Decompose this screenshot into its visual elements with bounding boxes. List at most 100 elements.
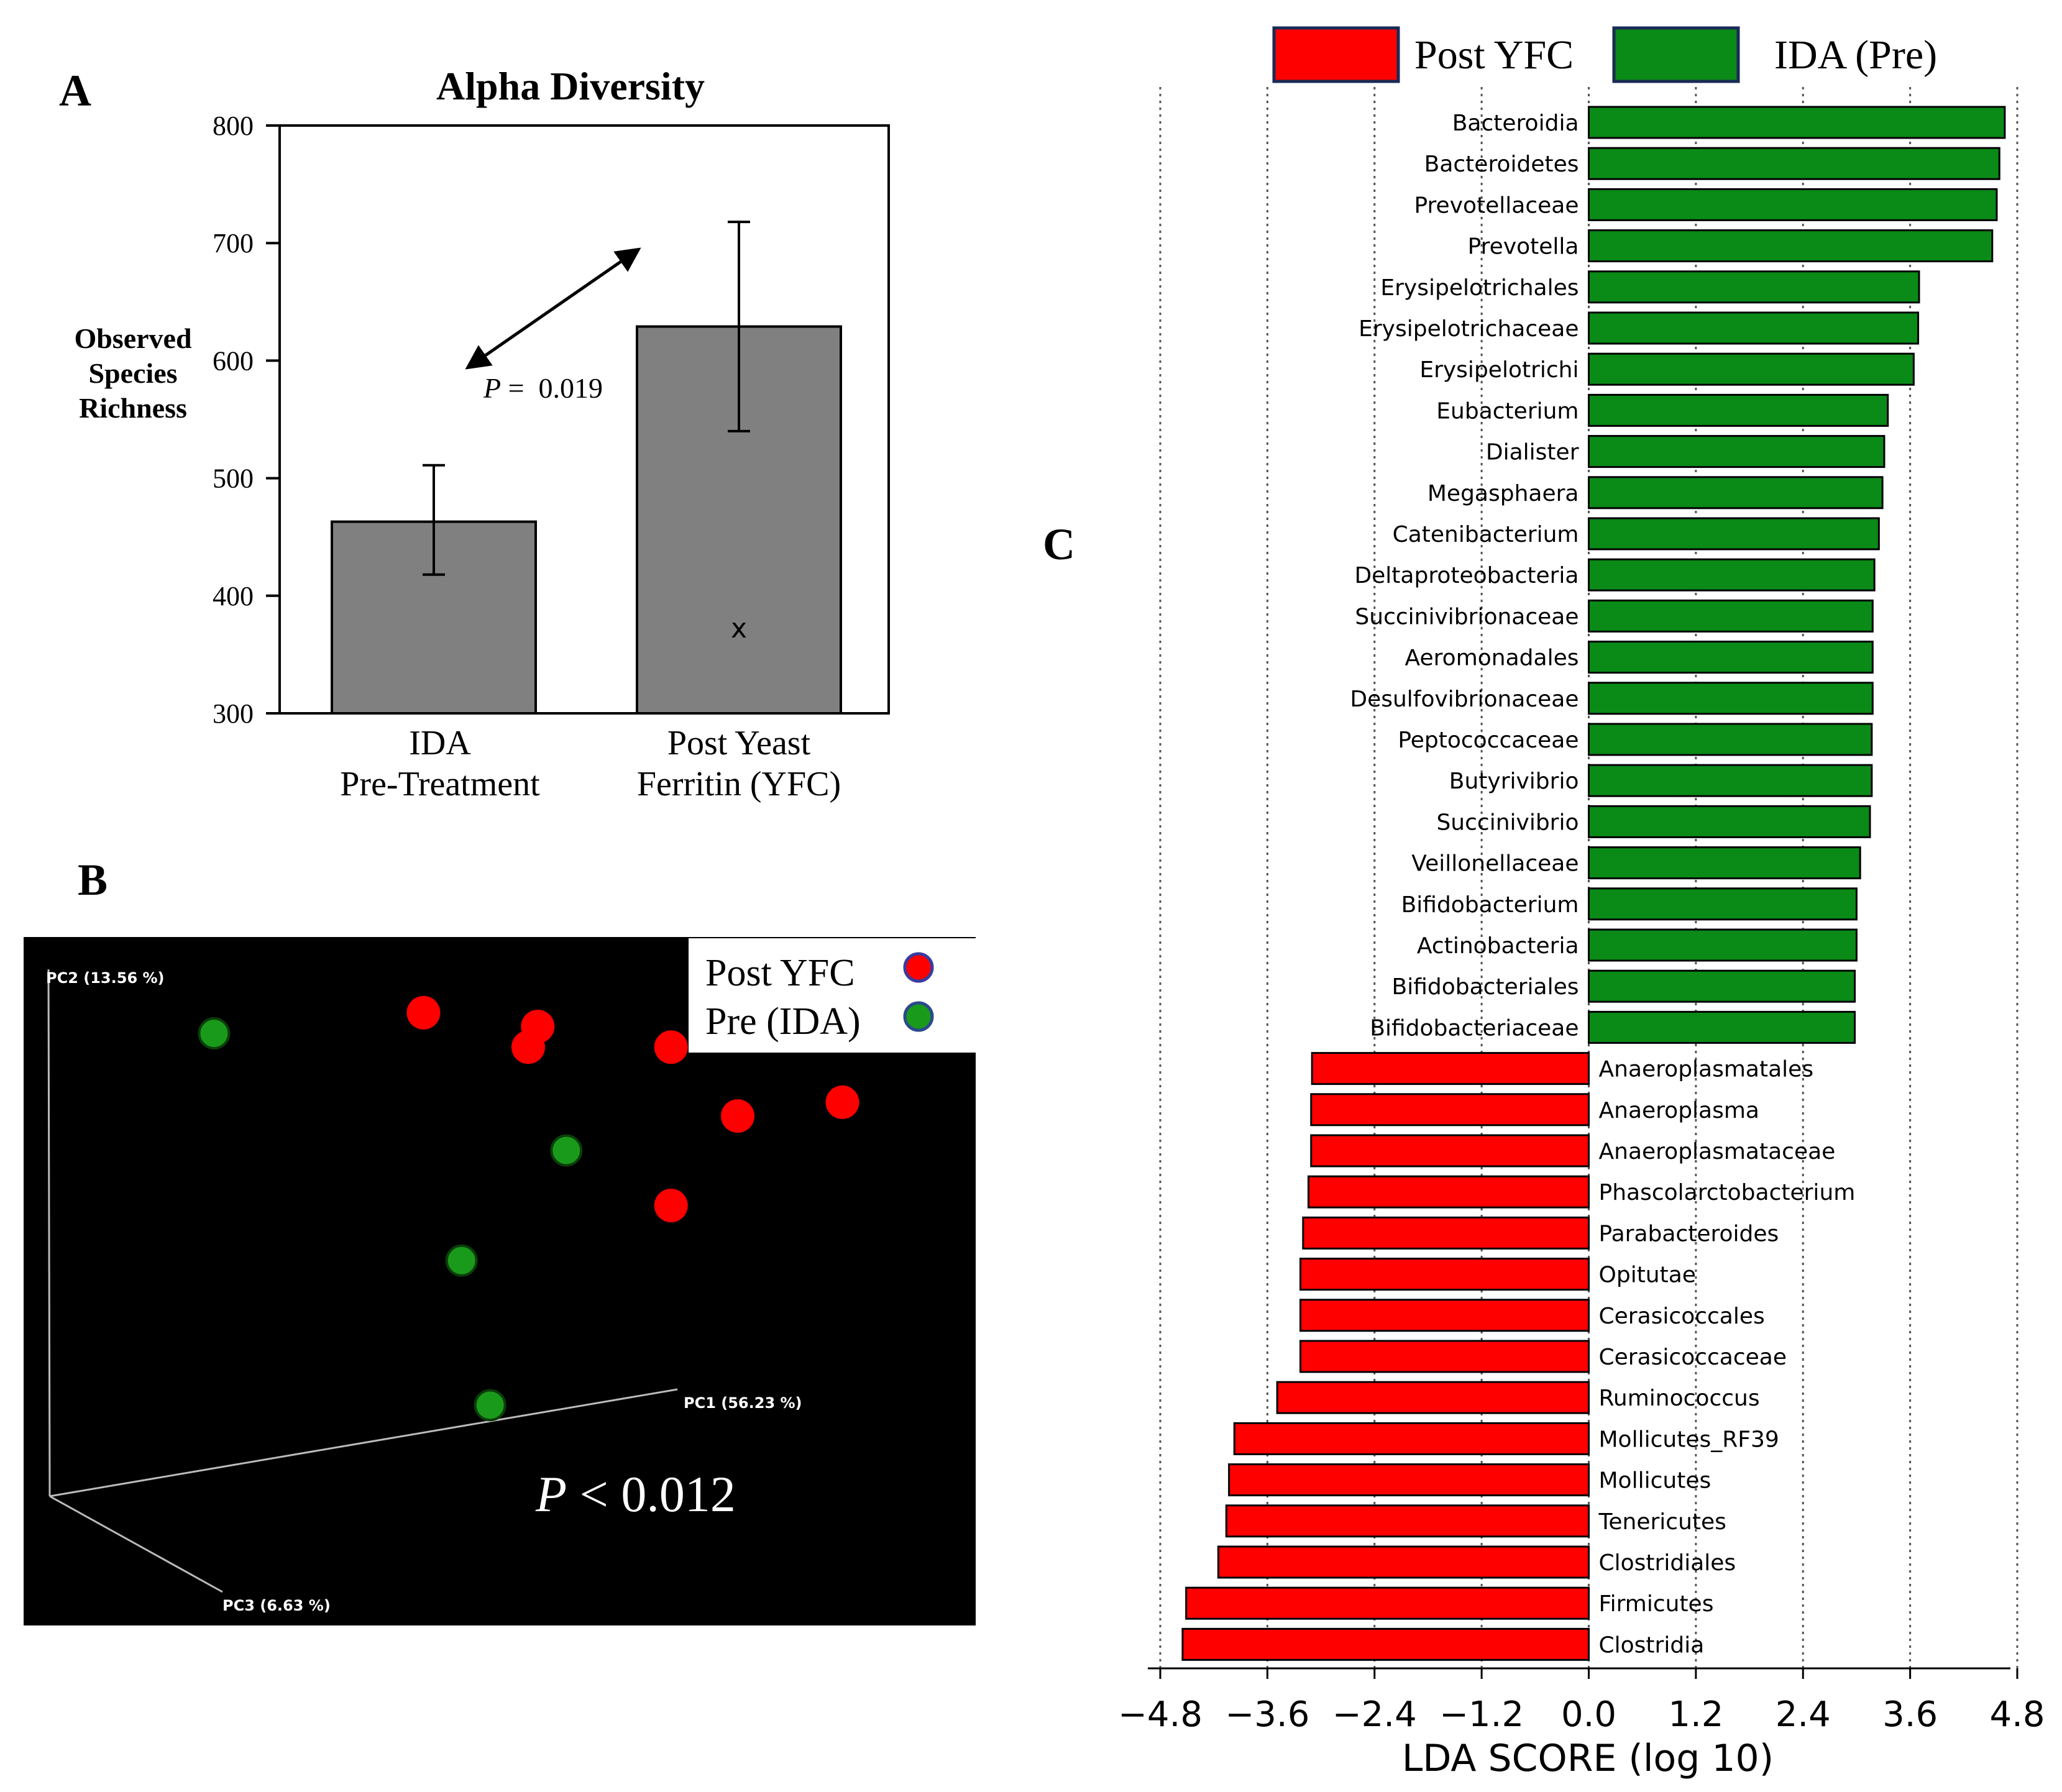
alpha-bars xyxy=(331,221,842,715)
lda-category-label: Anaeroplasmatales xyxy=(1599,1057,1814,1082)
lda-legend: Post YFC IDA (Pre) xyxy=(1272,26,1937,83)
lda-category-label: Erysipelotrichi xyxy=(1419,357,1579,383)
lda-bar xyxy=(1276,1381,1590,1414)
lda-bar xyxy=(1588,270,1920,304)
lda-x-tick-label: 3.6 xyxy=(1882,1694,1938,1735)
lda-bar xyxy=(1588,682,1874,715)
lda-bar xyxy=(1310,1134,1590,1168)
alpha-y-tick-label: 500 xyxy=(213,464,254,494)
lda-bar xyxy=(1311,1052,1590,1086)
lda-category-label: Succinivibrionaceae xyxy=(1355,604,1579,629)
lda-category-label: Prevotellaceae xyxy=(1414,193,1579,218)
alpha-y-axis-label-line: Species xyxy=(88,357,177,389)
lda-bar xyxy=(1588,599,1874,633)
panel-c-label: C xyxy=(1043,519,1075,569)
pcoa-legend-swatch-pre xyxy=(903,1001,934,1032)
pcoa-point-pre-ida xyxy=(445,1244,478,1277)
lda-bars xyxy=(1181,106,2006,1661)
lda-bar xyxy=(1233,1422,1590,1455)
lda-category-label: Aeromonadales xyxy=(1405,646,1579,671)
panel-b-label: B xyxy=(78,855,108,905)
lda-legend-label-post: Post YFC xyxy=(1414,32,1574,78)
lda-bar xyxy=(1307,1175,1590,1209)
alpha-x-tick-label: IDA xyxy=(409,724,471,762)
lda-x-tick-label: 2.4 xyxy=(1776,1694,1831,1735)
lda-category-label: Cerasicoccaceae xyxy=(1599,1345,1787,1370)
lda-x-tick-label: 1.2 xyxy=(1668,1694,1723,1735)
panel-b: B PC2 (13.56 %) PC1 (56.23 %) PC3 (6.63 … xyxy=(24,855,976,1625)
p-value-arrow xyxy=(465,247,641,370)
lda-bar xyxy=(1588,764,1873,797)
lda-bar xyxy=(1225,1504,1590,1538)
lda-bar xyxy=(1310,1093,1590,1127)
lda-bar xyxy=(1588,147,2000,180)
lda-bar xyxy=(1588,435,1886,469)
lda-category-label: Bifidobacterium xyxy=(1401,892,1579,918)
lda-category-label: Catenibacterium xyxy=(1393,522,1579,547)
alpha-outlier-marker: x xyxy=(731,613,747,644)
alpha-y-axis-label-line: Richness xyxy=(79,392,187,424)
lda-category-label: Veillonellaceae xyxy=(1411,851,1579,877)
alpha-y-tick-label: 300 xyxy=(213,698,254,729)
pcoa-point-pre-ida xyxy=(550,1134,583,1167)
lda-x-tick-label: 0.0 xyxy=(1561,1694,1616,1735)
pc2-axis xyxy=(47,969,51,1497)
lda-category-label: Bifidobacteriales xyxy=(1392,974,1579,1000)
pcoa-point-post-yfc xyxy=(511,1030,545,1064)
lda-bar xyxy=(1588,1010,1856,1044)
pcoa-legend-swatch-post xyxy=(903,952,934,983)
panel-a: A Alpha Diversity ObservedSpeciesRichnes… xyxy=(59,64,890,803)
lda-category-label: Anaeroplasmataceae xyxy=(1599,1139,1836,1164)
lda-bar xyxy=(1588,352,1915,386)
pcoa-legend-label-post: Post YFC xyxy=(705,952,855,994)
lda-bar xyxy=(1588,887,1858,921)
pcoa-point-post-yfc xyxy=(406,995,441,1030)
lda-category-label: Megasphaera xyxy=(1427,481,1579,506)
pcoa-legend: Post YFC Pre (IDA) xyxy=(689,938,976,1053)
lda-category-label: Succinivibrio xyxy=(1436,810,1579,835)
lda-x-tick-label: −1.2 xyxy=(1439,1694,1524,1735)
lda-category-label: Bacteroidia xyxy=(1452,111,1579,136)
lda-category-label: Cerasicoccales xyxy=(1599,1304,1765,1329)
lda-x-tick-label: −2.4 xyxy=(1332,1694,1417,1735)
lda-bar xyxy=(1588,805,1871,838)
lda-bar xyxy=(1588,969,1856,1003)
lda-category-label: Deltaproteobacteria xyxy=(1354,563,1579,588)
alpha-y-tick-label: 600 xyxy=(213,345,254,376)
pcoa-point-post-yfc xyxy=(654,1189,688,1223)
lda-category-label: Prevotella xyxy=(1468,234,1579,260)
lda-category-label: Ruminococcus xyxy=(1599,1386,1760,1411)
lda-legend-label-pre: IDA (Pre) xyxy=(1774,32,1937,78)
lda-category-label: Eubacterium xyxy=(1436,398,1579,424)
lda-legend-swatch-post xyxy=(1272,26,1400,83)
lda-bar xyxy=(1185,1586,1590,1620)
lda-x-ticks: −4.8 −3.6 −2.4 −1.2 0.0 1.2 2.4 3.6 4.8 xyxy=(1118,1668,2045,1735)
lda-category-label: Opitutae xyxy=(1599,1263,1696,1288)
lda-category-label: Dialister xyxy=(1486,440,1579,465)
lda-x-tick-label: −4.8 xyxy=(1118,1694,1203,1735)
pcoa-point-pre-ida xyxy=(198,1017,231,1050)
pc1-axis xyxy=(49,1388,678,1497)
pc3-axis xyxy=(49,1495,223,1593)
lda-category-label: Parabacteroides xyxy=(1599,1221,1779,1246)
alpha-plot-frame xyxy=(278,124,890,715)
lda-category-label: Peptococcaceae xyxy=(1398,728,1579,753)
lda-category-label: Desulfovibrionaceae xyxy=(1350,687,1579,712)
lda-bar xyxy=(1181,1627,1590,1661)
lda-bar xyxy=(1588,723,1873,756)
lda-x-tick-label: −3.6 xyxy=(1225,1694,1309,1735)
lda-bar xyxy=(1588,928,1858,962)
lda-category-label: Erysipelotrichaceae xyxy=(1359,316,1579,342)
alpha-x-tick-label: Post Yeast xyxy=(667,724,811,762)
lda-category-label: Butyrivibrio xyxy=(1449,769,1579,794)
panel-c: C Post YFC IDA (Pre) BacteroidiaBacteroi… xyxy=(1043,26,2045,1780)
alpha-y-axis-label-line: Observed xyxy=(74,322,192,354)
pcoa-legend-label-pre: Pre (IDA) xyxy=(705,1000,861,1043)
pcoa-point-post-yfc xyxy=(825,1085,859,1119)
panel-a-label: A xyxy=(59,66,91,116)
lda-bar xyxy=(1588,558,1876,592)
alpha-x-tick-label: Ferritin (YFC) xyxy=(637,765,841,803)
